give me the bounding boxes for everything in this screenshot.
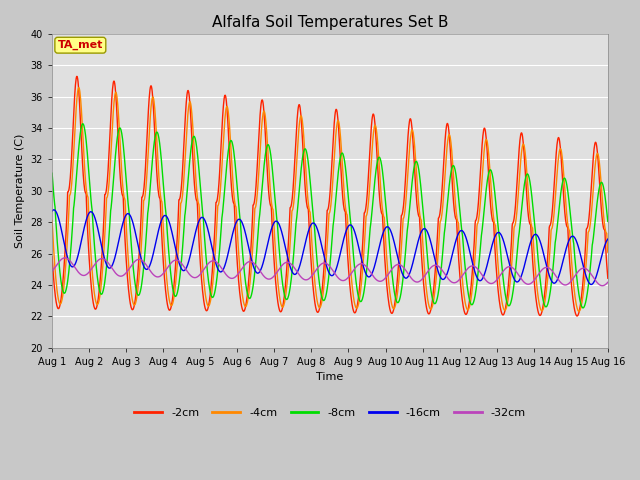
-16cm — [50, 207, 58, 213]
Line: -32cm: -32cm — [52, 258, 608, 286]
-16cm — [114, 241, 122, 247]
-16cm — [284, 257, 292, 263]
-2cm — [296, 103, 303, 108]
Title: Alfalfa Soil Temperatures Set B: Alfalfa Soil Temperatures Set B — [212, 15, 448, 30]
-16cm — [296, 263, 303, 269]
-16cm — [92, 216, 99, 222]
Line: -16cm: -16cm — [52, 210, 608, 285]
-4cm — [365, 197, 372, 203]
-4cm — [604, 249, 612, 255]
-32cm — [61, 255, 69, 261]
-4cm — [575, 309, 583, 314]
Y-axis label: Soil Temperature (C): Soil Temperature (C) — [15, 134, 25, 248]
-32cm — [306, 275, 314, 281]
-4cm — [75, 84, 83, 90]
-32cm — [48, 268, 56, 274]
-16cm — [365, 274, 372, 280]
Line: -2cm: -2cm — [52, 76, 608, 316]
-32cm — [296, 273, 303, 278]
-8cm — [579, 305, 587, 311]
-4cm — [296, 118, 303, 124]
-2cm — [365, 168, 372, 174]
-2cm — [573, 313, 581, 319]
-8cm — [79, 121, 86, 127]
-2cm — [92, 306, 99, 312]
-32cm — [92, 261, 99, 266]
-8cm — [306, 174, 314, 180]
Legend: -2cm, -4cm, -8cm, -16cm, -32cm: -2cm, -4cm, -8cm, -16cm, -32cm — [130, 404, 530, 422]
-16cm — [306, 225, 314, 230]
-8cm — [48, 170, 56, 176]
X-axis label: Time: Time — [316, 372, 344, 383]
-2cm — [73, 73, 81, 79]
Line: -8cm: -8cm — [52, 124, 608, 308]
Text: TA_met: TA_met — [58, 40, 103, 50]
-8cm — [296, 181, 303, 187]
-16cm — [588, 282, 595, 288]
-32cm — [114, 273, 122, 278]
-4cm — [306, 209, 314, 215]
-4cm — [48, 217, 56, 223]
-4cm — [92, 297, 99, 303]
-32cm — [365, 267, 372, 273]
-4cm — [114, 106, 122, 112]
-16cm — [604, 236, 612, 242]
-4cm — [284, 267, 292, 273]
-8cm — [92, 255, 99, 261]
-2cm — [604, 276, 612, 281]
-32cm — [598, 283, 606, 288]
-8cm — [365, 244, 372, 250]
-2cm — [48, 253, 56, 259]
-32cm — [604, 279, 612, 285]
-2cm — [284, 243, 292, 249]
-2cm — [114, 134, 122, 140]
-8cm — [284, 294, 292, 300]
-8cm — [114, 130, 122, 136]
Line: -4cm: -4cm — [52, 87, 608, 312]
-16cm — [48, 208, 56, 214]
-8cm — [604, 218, 612, 224]
-2cm — [306, 237, 314, 242]
-32cm — [284, 260, 292, 265]
